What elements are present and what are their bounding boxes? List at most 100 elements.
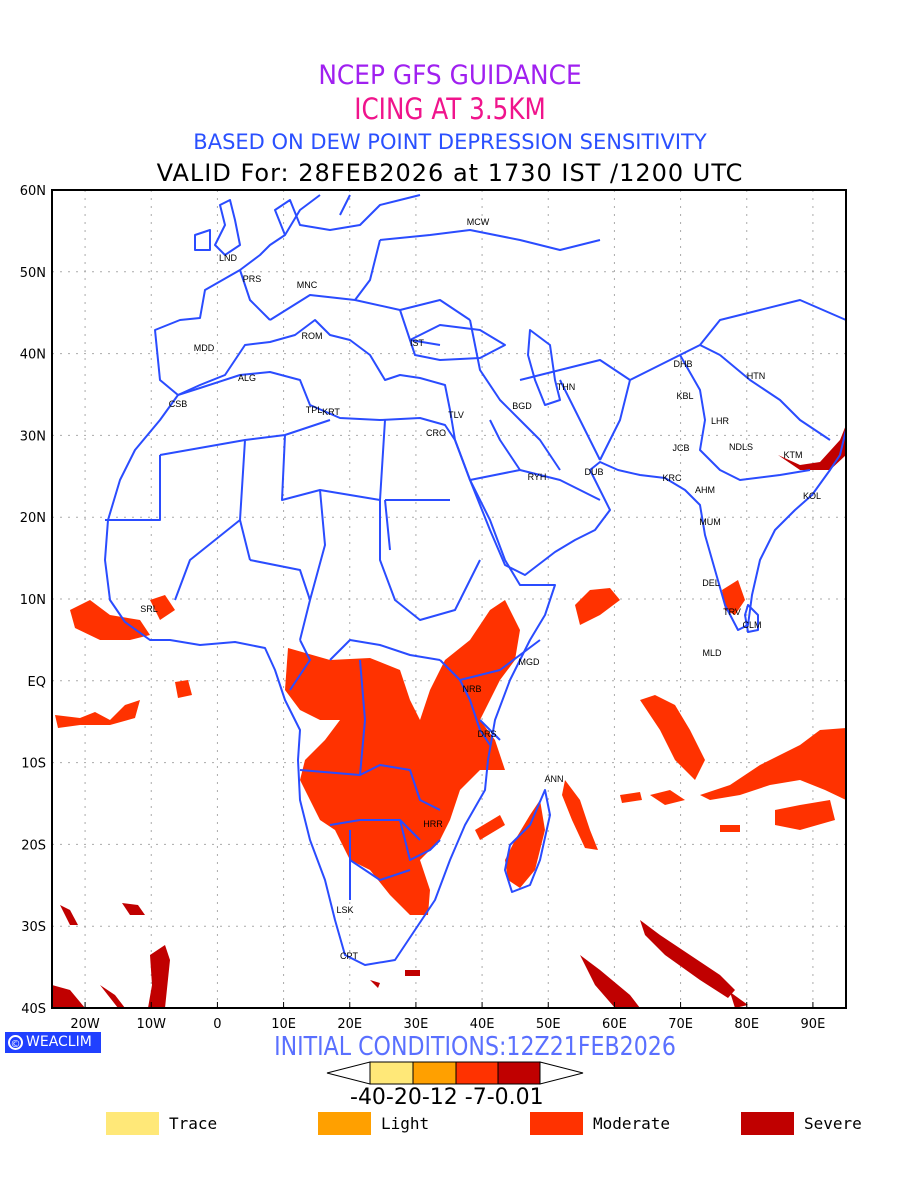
lon-tick-label: 10W <box>137 1017 167 1032</box>
station-label-mgd: MGD <box>519 657 540 667</box>
colorbar-tick-labels: -40-20-12 -7-0.01 <box>350 1085 544 1110</box>
legend-label: Moderate <box>593 1114 671 1133</box>
station-label-srl: SRL <box>140 604 158 614</box>
station-label-mnc: MNC <box>297 280 318 290</box>
station-label-del: DEL <box>702 578 720 588</box>
station-label-prs: PRS <box>243 274 262 284</box>
lon-tick-label: 0 <box>213 1017 221 1032</box>
station-label-lnd: LND <box>219 253 238 263</box>
station-label-bgd: BGD <box>512 401 532 411</box>
caspian-sea <box>527 329 561 406</box>
colorbar-high-arrow <box>539 1061 584 1085</box>
colorbar-bin-severe <box>497 1061 541 1085</box>
station-label-krt: KRT <box>322 407 340 417</box>
icing-madagascar <box>505 800 545 888</box>
scandinavia <box>284 194 351 236</box>
initial-conditions: INITIAL CONDITIONS:12Z21FEB2026 <box>274 1032 676 1062</box>
title-method: BASED ON DEW POINT DEPRESSION SENSITIVIT… <box>193 130 707 154</box>
legend-swatch <box>741 1112 794 1135</box>
station-label-tlv: TLV <box>448 410 464 420</box>
station-label-hrr: HRR <box>423 819 443 829</box>
station-label-ahm: AHM <box>695 485 715 495</box>
station-label-mcw: MCW <box>467 217 490 227</box>
lon-tick-label: 90E <box>801 1017 826 1032</box>
station-label-htn: HTN <box>747 371 766 381</box>
station-label-dub: DUB <box>584 467 603 477</box>
icing-patch <box>620 792 642 803</box>
lon-tick-label: 70E <box>668 1017 693 1032</box>
lat-tick-label: 10S <box>21 757 46 772</box>
icing-patch <box>475 815 505 840</box>
legend-label: Trace <box>169 1114 218 1133</box>
icing-patch <box>150 595 175 620</box>
station-label-ann: ANN <box>544 774 563 784</box>
title-valid-time: VALID For: 28FEB2026 at 1730 IST /1200 U… <box>156 159 744 187</box>
station-label-drs: DRS <box>477 729 496 739</box>
station-label-kol: KOL <box>803 491 821 501</box>
icing-arabian-sea <box>575 588 620 625</box>
legend-swatch <box>318 1112 371 1135</box>
lon-tick-label: 50E <box>536 1017 561 1032</box>
icing-severe-patch <box>730 992 748 1008</box>
lat-tick-label: 10N <box>20 593 46 608</box>
station-label-ist: IST <box>410 338 425 348</box>
lon-tick-label: 80E <box>734 1017 759 1032</box>
icing-severe-patch <box>100 985 125 1008</box>
station-label-jcb: JCB <box>672 443 689 453</box>
coastlines-and-borders <box>104 194 847 966</box>
africa-borders <box>105 419 541 900</box>
icing-areas <box>52 425 846 1008</box>
lon-tick-label: 60E <box>602 1017 627 1032</box>
station-label-csb: CSB <box>169 399 188 409</box>
icing-severe-south-indian-ocean <box>580 955 640 1008</box>
arabia-borders <box>469 419 601 501</box>
station-label-dhb: DHB <box>673 359 692 369</box>
icing-west-africa <box>70 600 150 640</box>
icing-severe-himalaya <box>778 425 846 470</box>
lon-tick-label: 40E <box>470 1017 495 1032</box>
colorbar-bin-trace <box>369 1061 414 1085</box>
lon-tick-label: 30E <box>404 1017 429 1032</box>
title-product: ICING AT 3.5KM <box>354 92 546 126</box>
ireland <box>194 229 211 251</box>
icing-severe-patch <box>122 903 145 915</box>
icing-severe-patch <box>405 970 420 976</box>
legend-swatch <box>530 1112 583 1135</box>
lat-tick-label: 20S <box>21 838 46 853</box>
station-label-lsk: LSK <box>336 905 353 915</box>
station-label-krc: KRC <box>662 473 682 483</box>
logo-text: WEACLIM <box>26 1034 92 1050</box>
station-label-thn: THN <box>557 382 576 392</box>
lon-tick-label: 20E <box>337 1017 362 1032</box>
copyright-icon: © <box>8 1034 23 1050</box>
lon-tick-label: 10E <box>271 1017 296 1032</box>
legend-swatch <box>106 1112 159 1135</box>
great-britain <box>214 199 241 256</box>
colorbar-low-arrow <box>326 1061 371 1085</box>
station-label-ndls: NDLS <box>729 442 753 452</box>
station-label-ryh: RYH <box>528 472 547 482</box>
station-label-rom: ROM <box>302 331 323 341</box>
lat-tick-label: 30S <box>21 920 46 935</box>
europe-asia-borders <box>239 229 847 481</box>
lat-tick-label: 40N <box>20 348 46 363</box>
lat-tick-label: EQ <box>28 675 46 690</box>
station-label-cro: CRO <box>426 428 446 438</box>
lon-tick-label: 20W <box>70 1017 100 1032</box>
grid-lines <box>52 189 846 1009</box>
map-frame <box>51 189 847 1009</box>
sri-lanka <box>744 604 759 633</box>
lat-tick-label: 40S <box>21 1002 46 1017</box>
icing-severe-patch <box>640 920 735 998</box>
africa-coastline <box>104 371 556 966</box>
icing-patch <box>720 825 740 832</box>
station-label-mum: MUM <box>699 517 721 527</box>
legend-label: Light <box>381 1114 430 1133</box>
weaclim-logo: © WEACLIM <box>5 1032 101 1053</box>
icing-patch <box>650 790 685 805</box>
icing-patch <box>775 800 835 830</box>
station-label-mld: MLD <box>702 648 722 658</box>
icing-indian-ocean-2 <box>700 728 846 800</box>
